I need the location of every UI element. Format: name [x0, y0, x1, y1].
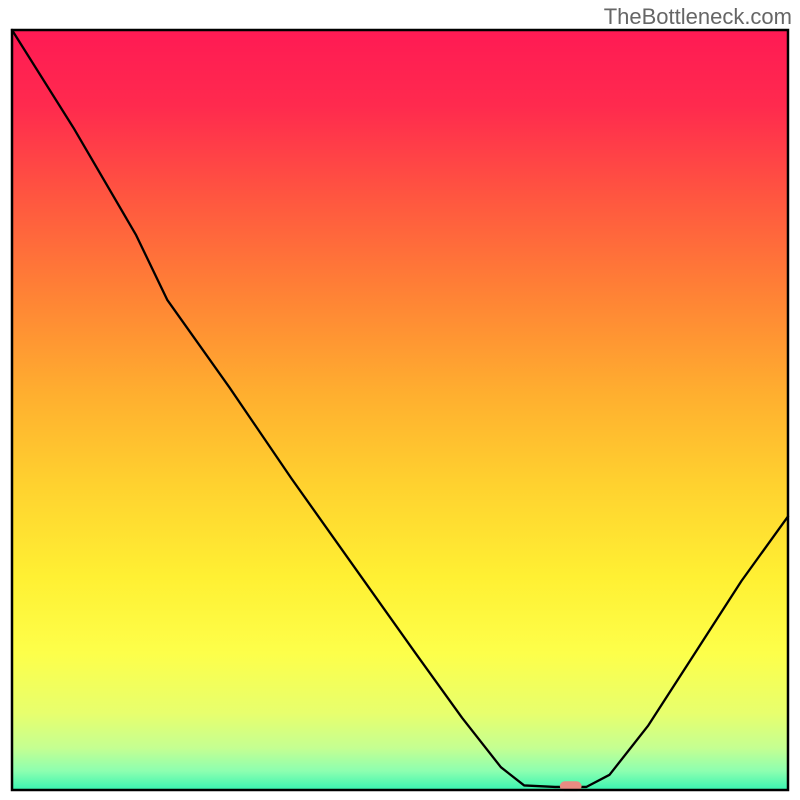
chart-canvas	[0, 0, 800, 800]
bottleneck-chart: TheBottleneck.com	[0, 0, 800, 800]
attribution-label: TheBottleneck.com	[604, 4, 792, 30]
plot-background	[12, 30, 788, 790]
